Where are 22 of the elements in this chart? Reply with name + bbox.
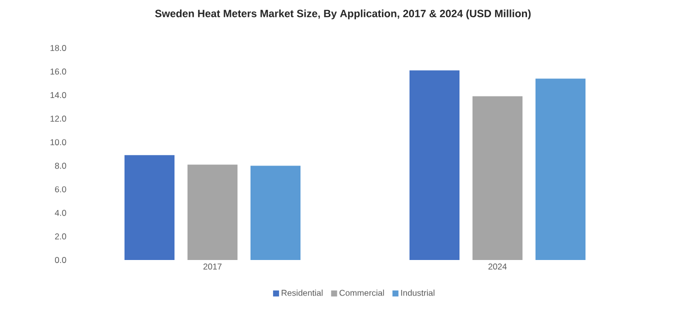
y-tick-label: 16.0 — [50, 68, 66, 75]
y-tick-label: 18.0 — [50, 44, 66, 51]
y-tick-label: 10.0 — [50, 139, 66, 146]
bar — [124, 155, 175, 260]
y-tick-label: 8.0 — [55, 162, 66, 169]
chart-title: Sweden Heat Meters Market Size, By Application, 2017 & 2024 (USD Million) — [155, 10, 531, 20]
legend-label: Industrial — [401, 290, 434, 296]
bar — [188, 164, 238, 260]
bar — [472, 96, 522, 260]
legend-label: Residential — [282, 290, 323, 296]
bar — [536, 78, 586, 260]
x-tick-label: 2024 — [488, 264, 507, 270]
y-tick-label: 12.0 — [50, 116, 66, 122]
bar — [250, 166, 301, 260]
y-tick-label: 4.0 — [54, 210, 66, 216]
y-tick-label: 0.0 — [54, 256, 66, 263]
y-tick-label: 14.0 — [50, 92, 66, 98]
x-tick-label: 2017 — [203, 264, 222, 270]
y-tick-label: 2.0 — [55, 233, 66, 240]
bar — [410, 70, 460, 260]
y-tick-label: 6.0 — [55, 186, 66, 192]
legend-label: Commercial — [340, 290, 384, 296]
